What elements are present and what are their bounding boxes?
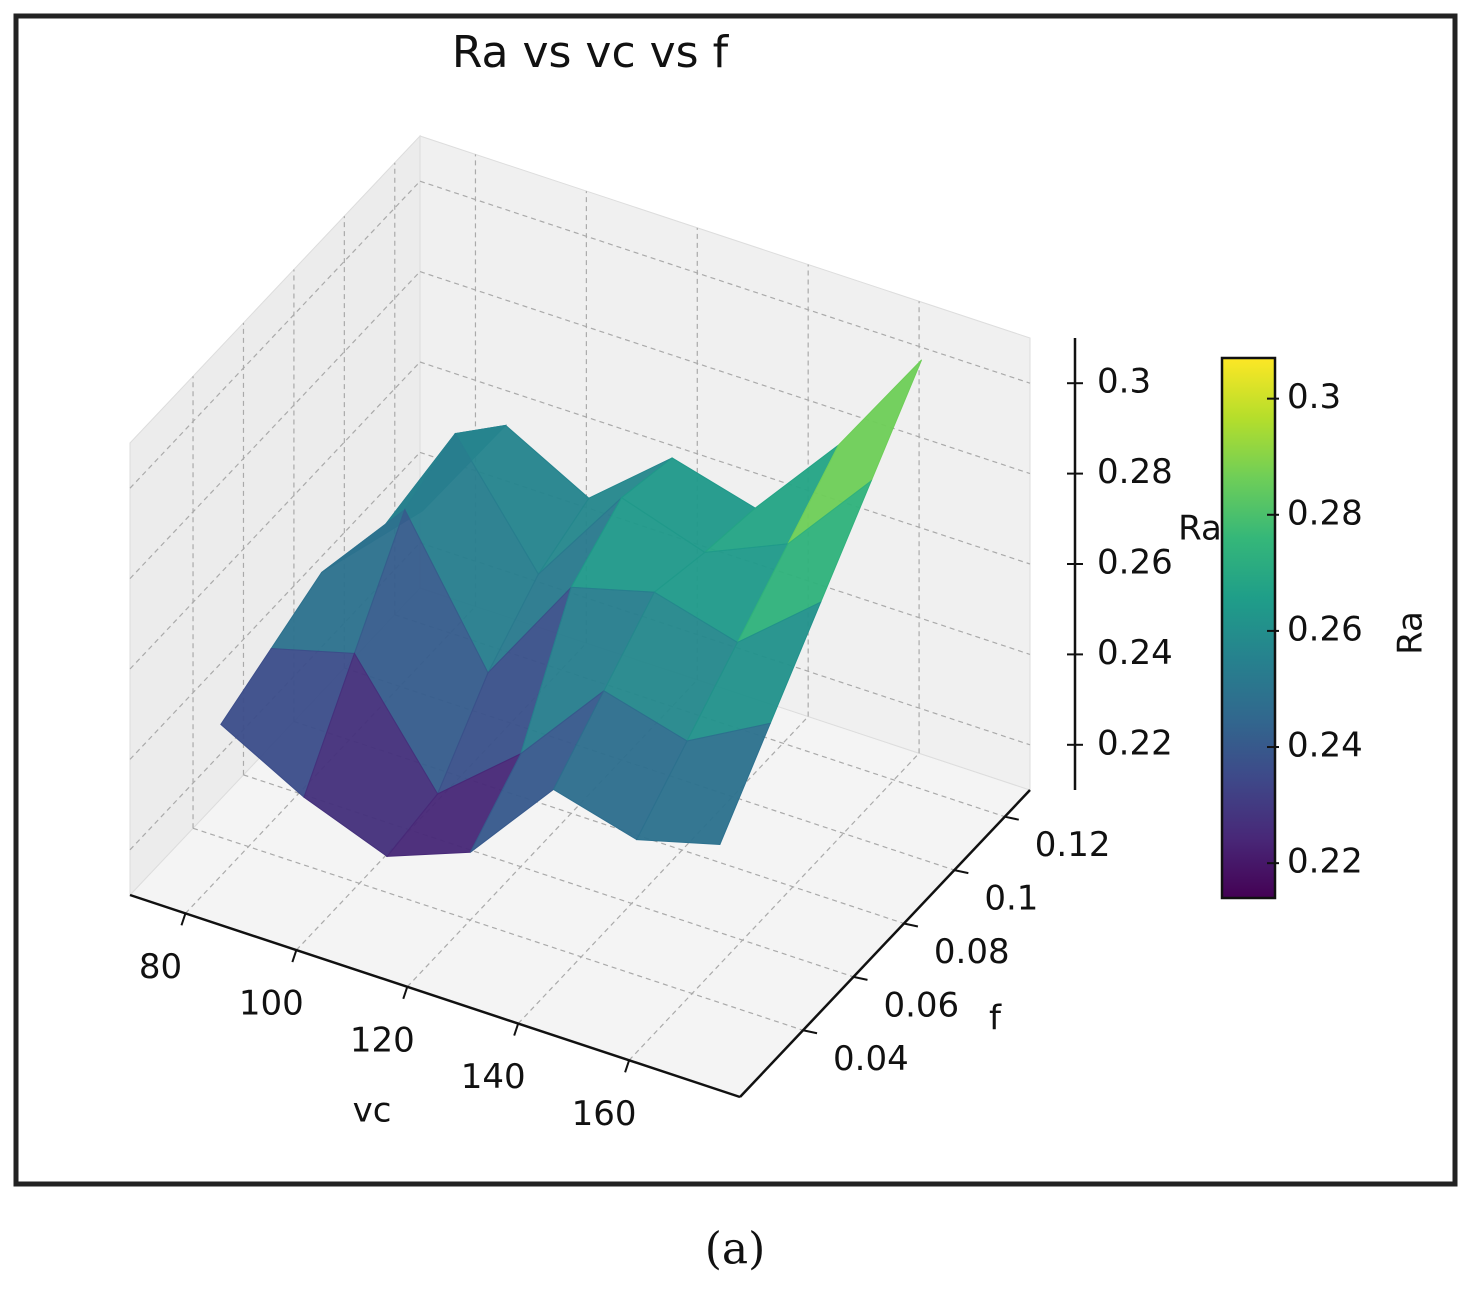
x-tick [402, 986, 409, 1000]
colorbar [1220, 356, 1277, 900]
x-tick [180, 913, 187, 926]
x-tick-label: 80 [139, 947, 182, 987]
grid-line [419, 180, 1031, 384]
y-tick [954, 869, 969, 875]
z-tick-label: 0.3 [1097, 362, 1151, 402]
y-tick [903, 922, 919, 928]
y-tick [802, 1029, 818, 1035]
y-tick-label: 0.08 [934, 932, 1010, 972]
colorbar-label: Ra [1391, 611, 1431, 655]
x-tick [624, 1059, 631, 1073]
z-tick-label: 0.28 [1097, 452, 1173, 492]
y-tick [1004, 815, 1019, 821]
x-tick [291, 949, 298, 963]
x-tick-label: 120 [350, 1020, 415, 1060]
grid-line [394, 614, 1005, 818]
grid-line [419, 451, 1031, 655]
z-tick-label: 0.24 [1097, 633, 1173, 673]
y-tick-label: 0.1 [984, 879, 1038, 919]
z-axis-label: Ra [1178, 509, 1222, 549]
caption: (a) [705, 1224, 766, 1275]
chart-title: Ra vs vc vs f [452, 27, 730, 78]
grid-line [129, 271, 421, 580]
x-tick-label: 100 [239, 984, 304, 1024]
grid-line [419, 271, 1031, 475]
grid-line [344, 667, 955, 871]
y-axis-label: f [989, 999, 1002, 1039]
x-tick [513, 1023, 520, 1036]
y-tick-label: 0.06 [883, 985, 959, 1025]
colorbar-tick-label: 0.26 [1287, 609, 1363, 649]
z-tick-label: 0.26 [1097, 543, 1173, 583]
y-tick [853, 975, 868, 981]
x-axis [129, 893, 741, 1099]
colorbar-tick-label: 0.22 [1287, 842, 1363, 882]
grid-line [129, 361, 421, 670]
grid-line [243, 774, 854, 978]
grid-line [419, 361, 1031, 565]
surface-face [635, 722, 772, 846]
colorbar-tick-label: 0.24 [1287, 726, 1363, 766]
colorbar-tick-label: 0.28 [1287, 493, 1363, 533]
x-axis-label: vc [353, 1091, 392, 1131]
grid-line [129, 451, 421, 760]
colorbar-tick-label: 0.3 [1287, 377, 1341, 417]
frame [13, 13, 1458, 1187]
grid-line [517, 716, 809, 1024]
y-tick-label: 0.04 [833, 1039, 909, 1079]
y-axis [739, 789, 1031, 1098]
grid-line [628, 752, 920, 1061]
y-tick-label: 0.12 [1035, 825, 1111, 865]
x-tick-label: 140 [461, 1057, 526, 1097]
z-tick-label: 0.22 [1097, 723, 1173, 763]
x-tick-label: 160 [572, 1094, 637, 1134]
grid-line [129, 180, 421, 489]
grid-line [293, 720, 905, 925]
grid-line [192, 827, 804, 1031]
grid-line [419, 542, 1031, 746]
